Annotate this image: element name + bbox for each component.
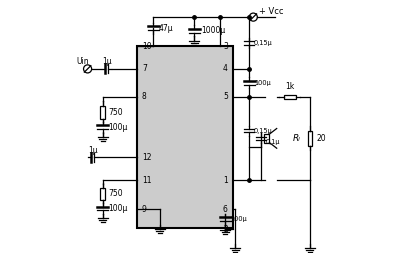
Text: 1000μ: 1000μ <box>201 26 225 35</box>
Text: 1μ: 1μ <box>102 57 111 66</box>
Text: 9: 9 <box>142 205 147 214</box>
Text: 1k: 1k <box>285 82 294 91</box>
Text: 0,15μ: 0,15μ <box>254 128 272 134</box>
Text: 7: 7 <box>142 65 147 73</box>
Text: Rₗ: Rₗ <box>293 134 301 143</box>
Bar <box>137 46 233 228</box>
Text: 12: 12 <box>142 153 151 162</box>
Text: 3: 3 <box>223 42 228 51</box>
Bar <box>100 106 105 119</box>
Text: 100μ: 100μ <box>230 216 247 222</box>
Text: 20: 20 <box>317 134 326 143</box>
Text: 11: 11 <box>142 176 151 185</box>
Bar <box>264 134 270 143</box>
Text: 1μ: 1μ <box>88 146 98 155</box>
Bar <box>100 187 105 200</box>
Text: 8: 8 <box>142 92 147 101</box>
Text: 1: 1 <box>223 176 228 185</box>
Text: 2: 2 <box>223 225 228 234</box>
Text: 0,1μ: 0,1μ <box>265 139 280 145</box>
Text: 0,15μ: 0,15μ <box>254 40 272 46</box>
Text: 6: 6 <box>223 205 228 214</box>
Bar <box>308 131 312 146</box>
Text: + Vcc: + Vcc <box>259 7 283 16</box>
Text: 10: 10 <box>142 42 152 51</box>
Text: 4: 4 <box>223 65 228 73</box>
Text: 750: 750 <box>108 189 123 198</box>
Text: Uin: Uin <box>76 57 89 66</box>
Text: 100μ: 100μ <box>108 123 128 132</box>
Text: 750: 750 <box>108 108 123 117</box>
Bar <box>284 95 296 99</box>
Text: 47μ: 47μ <box>159 24 174 33</box>
Text: 100μ: 100μ <box>254 80 270 86</box>
Text: 5: 5 <box>223 92 228 101</box>
Text: 100μ: 100μ <box>108 204 128 213</box>
